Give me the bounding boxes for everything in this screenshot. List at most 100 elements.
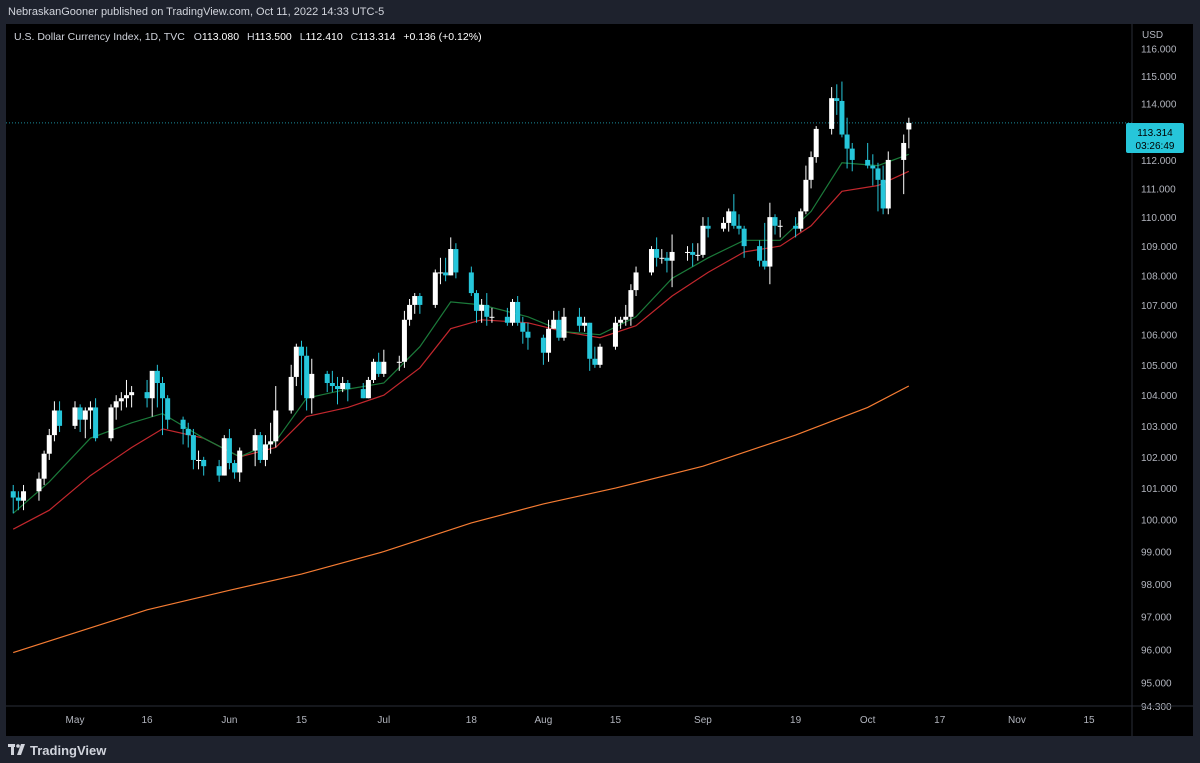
candle-bull (118, 398, 124, 402)
candle-bear (376, 361, 382, 374)
chart-panel[interactable]: USD 116.000115.000114.000113.000112.0001… (6, 24, 1193, 736)
candle-bull (669, 251, 675, 261)
price-tick-label: 106.000 (1141, 331, 1178, 342)
legend-symbol: U.S. Dollar Currency Index, 1D, TVC (14, 31, 185, 43)
legend-close: 113.314 (358, 31, 395, 43)
publisher-header: NebraskanGooner published on TradingView… (0, 0, 1200, 24)
candle-bull (82, 410, 88, 420)
candle-bull (700, 225, 706, 255)
candle-bull (437, 272, 443, 274)
candle-bull (726, 211, 732, 223)
candle-bull (365, 379, 371, 399)
candle-bull (268, 441, 274, 445)
candle-bear (232, 463, 238, 473)
price-tick-label: 108.000 (1141, 271, 1178, 282)
time-tick-label: 19 (790, 715, 802, 726)
candle-bear (77, 407, 83, 420)
candle-bull (113, 401, 119, 408)
price-tick-label: 103.000 (1141, 422, 1178, 433)
candle-bear (762, 260, 768, 267)
candle-bear (473, 293, 479, 311)
legend-close-label: C (351, 31, 359, 43)
candle-bear (453, 249, 459, 273)
candle-bull (51, 410, 57, 436)
candle-bull (412, 296, 418, 305)
time-tick-label: Aug (534, 715, 552, 726)
candle-bear (793, 225, 799, 229)
candle-bull (371, 361, 377, 380)
candle-bull (381, 361, 387, 374)
candle-bull (633, 272, 639, 291)
plot-area[interactable] (6, 81, 1132, 654)
candle-bear (705, 225, 711, 229)
candle-bull (129, 392, 135, 396)
candle-bear (154, 370, 160, 384)
candle-bear (870, 165, 876, 169)
candle-bull (798, 211, 804, 229)
candle-bear (731, 211, 737, 226)
ema-fast-line (12, 153, 910, 514)
legend-open-label: O (194, 31, 202, 43)
legend-change: +0.136 (+0.12%) (403, 31, 481, 43)
candle-bull (648, 249, 654, 273)
price-axis[interactable]: USD 116.000115.000114.000113.000112.0001… (1131, 24, 1178, 736)
candle-bull (309, 373, 315, 399)
symbol-legend: U.S. Dollar Currency Index, 1D, TVC O 113… (14, 31, 482, 43)
candle-bear (15, 497, 21, 501)
time-tick-label: 15 (610, 715, 622, 726)
time-tick-label: 18 (466, 715, 478, 726)
candle-bear (654, 249, 660, 258)
candle-bull (685, 251, 691, 253)
candle-bull (41, 453, 47, 479)
time-tick-label: Sep (694, 715, 712, 726)
candle-bull (448, 249, 454, 276)
candle-bear (849, 148, 855, 160)
candle-bear (865, 159, 871, 166)
candle-bull (901, 142, 907, 160)
candle-bull (618, 319, 624, 323)
price-tick-label: 104.000 (1141, 391, 1178, 402)
price-tick-label: 116.000 (1141, 45, 1177, 56)
candle-bull (885, 159, 891, 209)
candle-bear (57, 410, 63, 426)
price-tick-label: 95.000 (1141, 679, 1172, 690)
candlestick-chart[interactable]: USD 116.000115.000114.000113.000112.0001… (6, 24, 1193, 736)
candle-bull (906, 122, 912, 130)
candle-bull (777, 225, 783, 227)
candle-bull (396, 361, 402, 363)
last-price-countdown: 03:26:49 (1136, 141, 1175, 152)
candle-bear (520, 322, 526, 332)
candle-bull (273, 410, 279, 442)
candle-bull (293, 346, 299, 377)
candle-bear (839, 100, 845, 135)
candle-bear (360, 389, 366, 399)
tradingview-brand[interactable]: TradingView (8, 740, 106, 760)
candle-bull (546, 328, 552, 353)
candle-bear (880, 179, 886, 209)
price-tick-label: 96.000 (1141, 645, 1172, 656)
candle-bull (432, 272, 438, 305)
candle-bull (813, 128, 819, 158)
candle-bull (695, 254, 701, 256)
price-tick-label: 100.000 (1141, 516, 1178, 527)
price-tick-label: 114.000 (1141, 100, 1177, 111)
time-tick-label: Jun (221, 715, 237, 726)
candle-bull (721, 222, 727, 229)
candle-bull (551, 319, 557, 329)
candle-bull (196, 459, 202, 461)
candle-bull (489, 316, 495, 318)
candle-bear (190, 435, 196, 460)
sma-long-line (13, 385, 910, 654)
candle-bear (335, 386, 341, 390)
candle-bull (149, 370, 155, 399)
candle-bull (582, 322, 588, 326)
candle-bear (736, 225, 742, 229)
time-axis[interactable]: May 16 Jun 15 Jul 18 Aug 15 Sep 19 Oct 17 Nov 15 (6, 705, 1193, 726)
candle-bear (345, 383, 351, 390)
last-price-value: 113.314 (1137, 128, 1173, 139)
price-tick-label: 115.000 (1141, 72, 1177, 83)
candle-bull (597, 346, 603, 365)
price-tick-label: 94.300 (1141, 702, 1172, 713)
candle-bull (72, 407, 78, 426)
price-tick-label: 102.000 (1141, 453, 1178, 464)
